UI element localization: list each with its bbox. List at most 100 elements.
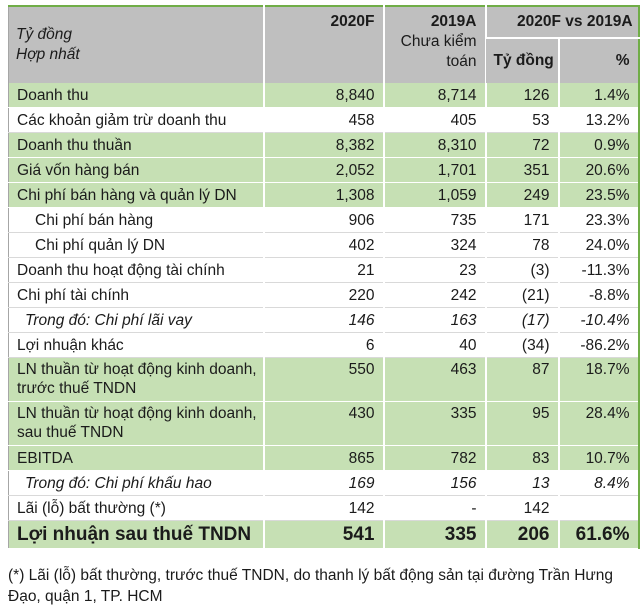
cell-diff: 126 xyxy=(484,83,559,108)
cell-v2019a: 242 xyxy=(382,282,486,308)
table-row: LN thuần từ hoạt động kinh doanh, trước … xyxy=(8,357,639,402)
cell-pct: -86.2% xyxy=(557,332,639,358)
table-row: EBITDA 865 782 83 10.7% xyxy=(8,445,639,471)
cell-v2019a: 40 xyxy=(382,332,486,358)
cell-v2019a: 23 xyxy=(382,257,486,283)
row-label: Chi phí bán hàng xyxy=(8,207,264,233)
row-label: Trong đó: Chi phí lãi vay xyxy=(8,307,264,333)
cell-v2019a: 163 xyxy=(382,307,486,333)
cell-v2020f: 8,382 xyxy=(262,132,384,158)
row-label: Chi phí bán hàng và quản lý DN xyxy=(8,182,264,208)
cell-pct: 61.6% xyxy=(557,520,639,549)
header-vs-percent-cell: % xyxy=(557,37,639,83)
table-row: Lợi nhuận khác 6 40 (34) -86.2% xyxy=(8,332,639,358)
cell-v2020f: 541 xyxy=(262,520,384,549)
table-body: Doanh thu 8,840 8,714 126 1.4% Các khoản giảm… xyxy=(8,83,639,549)
cell-pct: 8.4% xyxy=(557,470,639,496)
header-unit-line1: Tỷ đồng xyxy=(16,26,73,43)
cell-diff: 53 xyxy=(484,107,559,133)
table-header: Tỷ đồng Hợp nhất 2020F 2019A Chưa kiểm t… xyxy=(8,6,639,83)
cell-diff: 87 xyxy=(484,357,559,402)
cell-pct: 20.6% xyxy=(557,157,639,183)
cell-diff: (3) xyxy=(484,257,559,283)
cell-diff: (17) xyxy=(484,307,559,333)
header-vs-value-cell: Tỷ đồng xyxy=(485,37,559,83)
cell-v2020f: 21 xyxy=(262,257,384,283)
cell-v2019a: - xyxy=(382,495,486,521)
cell-pct: 28.4% xyxy=(557,401,639,446)
row-label: Doanh thu thuần xyxy=(8,132,264,158)
row-label: LN thuần từ hoạt động kinh doanh, sau th… xyxy=(8,401,264,446)
row-label: Lãi (lỗ) bất thường (*) xyxy=(8,495,264,521)
row-label: Lợi nhuận sau thuế TNDN xyxy=(8,520,264,549)
table-row: Chi phí tài chính 220 242 (21) -8.8% xyxy=(8,282,639,308)
table-row: Doanh thu 8,840 8,714 126 1.4% xyxy=(8,83,639,108)
table-row: Giá vốn hàng bán 2,052 1,701 351 20.6% xyxy=(8,157,639,183)
cell-v2019a: 735 xyxy=(382,207,486,233)
cell-v2020f: 8,840 xyxy=(262,83,384,108)
cell-v2020f: 402 xyxy=(262,232,384,258)
table-row: Trong đó: Chi phí khấu hao 169 156 13 8.4% xyxy=(8,470,639,496)
header-unit-line2: Hợp nhất xyxy=(16,46,80,63)
cell-pct: -11.3% xyxy=(557,257,639,283)
header-unit-cell: Tỷ đồng Hợp nhất xyxy=(8,6,264,83)
cell-diff: 249 xyxy=(484,182,559,208)
row-label: EBITDA xyxy=(8,445,264,471)
row-label: LN thuần từ hoạt động kinh doanh, trước … xyxy=(8,357,264,402)
row-label: Chi phí quản lý DN xyxy=(8,232,264,258)
row-label: Doanh thu hoạt động tài chính xyxy=(8,257,264,283)
cell-v2019a: 463 xyxy=(382,357,486,402)
cell-pct: 10.7% xyxy=(557,445,639,471)
cell-v2020f: 550 xyxy=(262,357,384,402)
cell-v2020f: 169 xyxy=(262,470,384,496)
cell-pct: -8.8% xyxy=(557,282,639,308)
table-row: LN thuần từ hoạt động kinh doanh, sau th… xyxy=(8,401,639,446)
cell-pct: 24.0% xyxy=(557,232,639,258)
cell-v2019a: 782 xyxy=(382,445,486,471)
cell-v2019a: 1,059 xyxy=(382,182,486,208)
cell-v2019a: 8,714 xyxy=(382,83,486,108)
cell-diff: 171 xyxy=(484,207,559,233)
cell-diff: 351 xyxy=(484,157,559,183)
cell-v2020f: 865 xyxy=(262,445,384,471)
table-row: Chi phí bán hàng và quản lý DN 1,308 1,059… xyxy=(8,182,639,208)
row-label: Giá vốn hàng bán xyxy=(8,157,264,183)
cell-diff: (21) xyxy=(484,282,559,308)
cell-v2020f: 1,308 xyxy=(262,182,384,208)
cell-diff: 78 xyxy=(484,232,559,258)
cell-diff: 95 xyxy=(484,401,559,446)
cell-v2020f: 6 xyxy=(262,332,384,358)
cell-v2020f: 906 xyxy=(262,207,384,233)
table-row: Doanh thu hoạt động tài chính 21 23 (3) -11.… xyxy=(8,257,639,283)
cell-diff: 206 xyxy=(484,520,559,549)
cell-v2020f: 142 xyxy=(262,495,384,521)
cell-v2020f: 146 xyxy=(262,307,384,333)
row-label: Doanh thu xyxy=(8,83,264,108)
table-row: Chi phí bán hàng 906 735 171 23.3% xyxy=(8,207,639,233)
row-label: Các khoản giảm trừ doanh thu xyxy=(8,107,264,133)
cell-v2019a: 335 xyxy=(382,401,486,446)
cell-diff: 142 xyxy=(484,495,559,521)
cell-pct: -10.4% xyxy=(557,307,639,333)
table-row: Trong đó: Chi phí lãi vay 146 163 (17) -10.4… xyxy=(8,307,639,333)
cell-v2019a: 1,701 xyxy=(382,157,486,183)
cell-pct: 23.3% xyxy=(557,207,639,233)
cell-pct: 18.7% xyxy=(557,357,639,402)
table-row: Lợi nhuận sau thuế TNDN 541 335 206 61.6% xyxy=(8,520,639,549)
cell-v2019a: 8,310 xyxy=(382,132,486,158)
header-col-2019a: 2019A Chưa kiểm toán xyxy=(382,6,486,83)
row-label: Chi phí tài chính xyxy=(8,282,264,308)
cell-pct xyxy=(557,495,639,521)
cell-v2019a: 324 xyxy=(382,232,486,258)
cell-v2020f: 220 xyxy=(262,282,384,308)
table-row: Các khoản giảm trừ doanh thu 458 405 53 13.2… xyxy=(8,107,639,133)
cell-v2019a: 335 xyxy=(382,520,486,549)
header-vs-cell: 2020F vs 2019A xyxy=(484,6,639,38)
cell-pct: 1.4% xyxy=(557,83,639,108)
cell-v2020f: 430 xyxy=(262,401,384,446)
header-unaudited-note: Chưa kiểm toán xyxy=(400,33,477,70)
cell-pct: 13.2% xyxy=(557,107,639,133)
header-col-2020f: 2020F xyxy=(262,6,384,83)
cell-diff: 72 xyxy=(484,132,559,158)
